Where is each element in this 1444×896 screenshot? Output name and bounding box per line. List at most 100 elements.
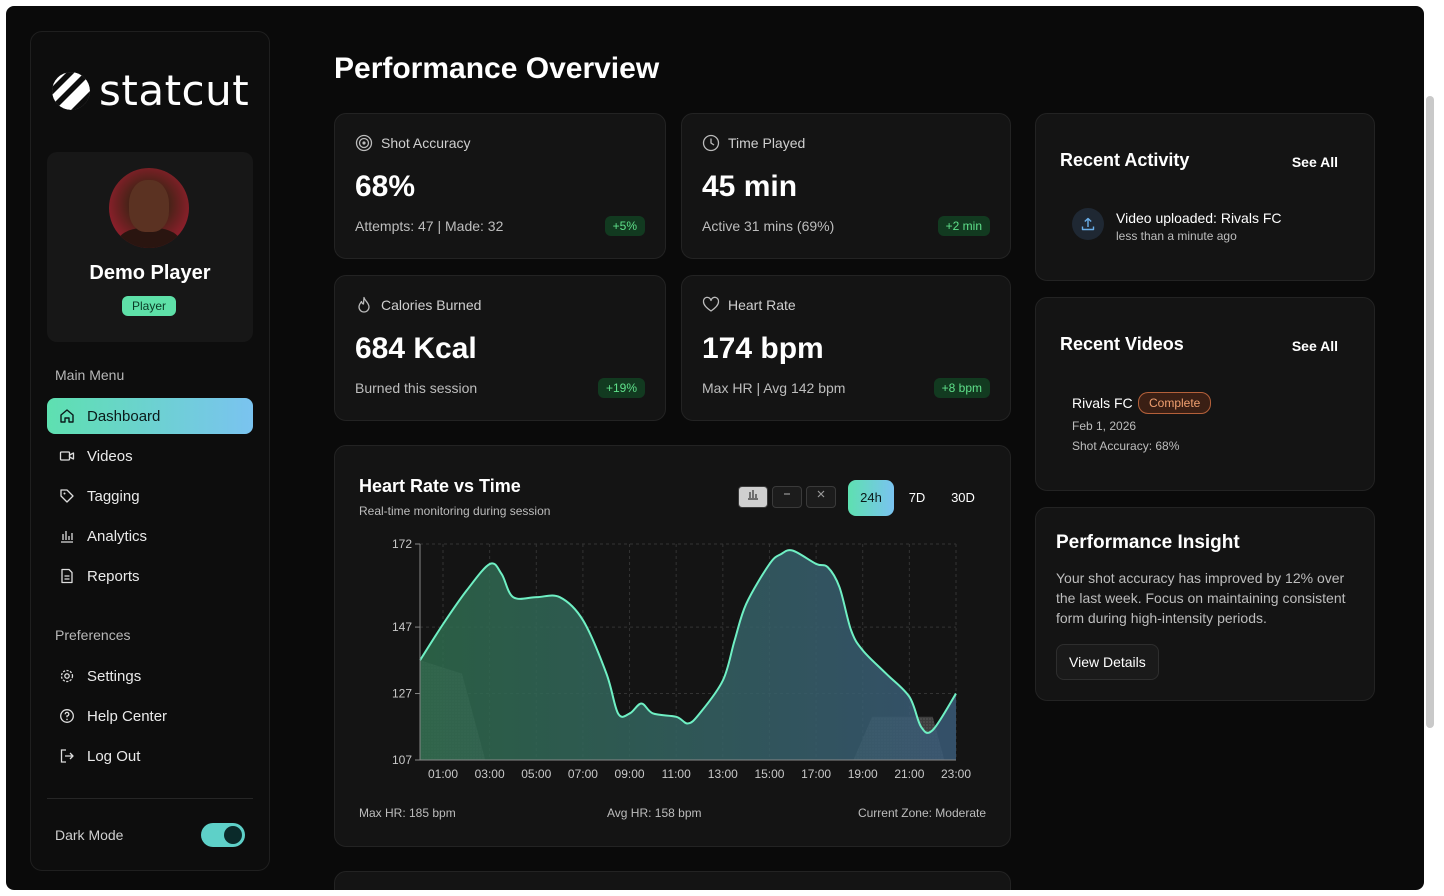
avatar xyxy=(109,168,189,248)
sidebar-item-label: Tagging xyxy=(87,487,140,505)
scrollbar[interactable] xyxy=(1426,96,1434,728)
range-30d-button[interactable]: 30D xyxy=(951,490,975,505)
sidebar-item-dashboard[interactable]: Dashboard xyxy=(47,398,253,434)
stat-change-badge: +8 bpm xyxy=(933,378,990,398)
y-tick-label: 127 xyxy=(392,687,412,701)
gear-icon xyxy=(60,669,74,683)
x-tick-label: 21:00 xyxy=(894,767,924,781)
x-tick-label: 09:00 xyxy=(615,767,645,781)
y-tick-label: 147 xyxy=(392,620,412,634)
recent-videos-card: Recent Videos See All Rivals FC Complete… xyxy=(1035,297,1375,491)
y-tick-label: 172 xyxy=(392,537,412,551)
bar-view-button[interactable] xyxy=(738,486,768,508)
home-icon xyxy=(60,409,74,423)
activity-title[interactable]: Video uploaded: Rivals FC xyxy=(1116,210,1282,226)
chart-title: Heart Rate vs Time xyxy=(359,476,521,496)
video-title[interactable]: Rivals FC xyxy=(1072,395,1133,411)
y-tick-label: 107 xyxy=(392,753,412,767)
stat-card-time-played: Time Played 45 min Active 31 mins (69%) … xyxy=(681,113,1011,259)
stat-value: 684 Kcal xyxy=(355,332,477,365)
stat-label: Shot Accuracy xyxy=(381,135,471,151)
activity-time: less than a minute ago xyxy=(1116,229,1237,243)
insight-title: Performance Insight xyxy=(1056,532,1240,553)
x-tick-label: 17:00 xyxy=(801,767,831,781)
x-tick-label: 01:00 xyxy=(428,767,458,781)
sidebar-divider xyxy=(47,798,253,799)
profile-card: Demo Player Player xyxy=(47,152,253,342)
chart-subtitle: Real-time monitoring during session xyxy=(359,504,551,518)
document-icon xyxy=(61,568,73,584)
video-status-badge: Complete xyxy=(1138,392,1212,414)
sidebar-item-help-center[interactable]: Help Center xyxy=(47,698,253,734)
videos-see-all-link[interactable]: See All xyxy=(1291,338,1338,354)
recent-activity-title: Recent Activity xyxy=(1060,150,1190,170)
sidebar-item-label: Help Center xyxy=(87,707,168,725)
x-tick-label: 23:00 xyxy=(941,767,971,781)
minimize-chart-button[interactable] xyxy=(772,486,802,508)
stat-sub: Burned this session xyxy=(355,380,478,396)
insight-text: Your shot accuracy has improved by 12% o… xyxy=(1056,570,1346,626)
sidebar-item-label: Log Out xyxy=(87,747,141,765)
role-badge: Player xyxy=(122,296,177,316)
heart-icon xyxy=(702,296,720,312)
sidebar-item-label: Analytics xyxy=(87,527,148,545)
sidebar-item-label: Dashboard xyxy=(87,407,161,425)
stat-card-heart-rate: Heart Rate 174 bpm Max HR | Avg 142 bpm … xyxy=(681,275,1011,421)
heart-rate-chart-card: Heart Rate vs Time Real-time monitoring … xyxy=(334,445,1011,847)
x-tick-label: 07:00 xyxy=(568,767,598,781)
stat-sub: Active 31 mins (69%) xyxy=(702,218,835,234)
sidebar-item-videos[interactable]: Videos xyxy=(47,438,253,474)
sidebar: statcut Demo Player Player Main Menu Das… xyxy=(30,31,270,871)
video-date: Feb 1, 2026 xyxy=(1072,419,1137,433)
sidebar-item-label: Reports xyxy=(87,567,140,585)
dark-mode-label: Dark Mode xyxy=(55,827,124,843)
performance-insight-card: Performance Insight Your shot accuracy h… xyxy=(1035,507,1375,701)
x-tick-label: 13:00 xyxy=(708,767,738,781)
video-accuracy: Shot Accuracy: 68% xyxy=(1072,439,1180,453)
activity-see-all-link[interactable]: See All xyxy=(1291,154,1338,170)
heart-rate-chart: 01:00 03:00 05:00 07:00 09:00 11:00 13:00 15:00… xyxy=(392,537,971,781)
upload-icon xyxy=(1081,217,1095,231)
x-tick-label: 11:00 xyxy=(662,767,691,781)
range-24h-button[interactable]: 24h xyxy=(848,480,894,516)
stat-change-badge: +5% xyxy=(604,216,645,236)
range-7d-button[interactable]: 7D xyxy=(908,490,926,505)
recent-activity-card: Recent Activity See All Video uploaded: … xyxy=(1035,113,1375,281)
view-details-button[interactable]: View Details xyxy=(1056,644,1159,680)
stat-label: Heart Rate xyxy=(728,297,796,313)
stat-change-badge: +19% xyxy=(597,378,645,398)
dark-mode-toggle[interactable] xyxy=(201,823,245,847)
app-window: statcut Demo Player Player Main Menu Das… xyxy=(6,6,1424,890)
x-tick-label: 15:00 xyxy=(754,767,784,781)
sidebar-item-log-out[interactable]: Log Out xyxy=(47,738,253,774)
stat-sub: Attempts: 47 | Made: 32 xyxy=(355,218,504,234)
stat-value: 174 bpm xyxy=(702,332,824,365)
preferences-label: Preferences xyxy=(55,627,131,643)
sidebar-item-label: Settings xyxy=(87,667,142,685)
stat-card-calories: Calories Burned 684 Kcal Burned this ses… xyxy=(334,275,666,421)
stat-label: Calories Burned xyxy=(381,297,482,313)
logout-icon xyxy=(60,749,74,763)
target-icon xyxy=(355,134,373,152)
tag-icon xyxy=(60,489,74,503)
heart-rate-line xyxy=(419,549,957,734)
sidebar-item-analytics[interactable]: Analytics xyxy=(47,518,253,554)
close-chart-button[interactable] xyxy=(806,486,836,508)
stat-change-badge: +2 min xyxy=(937,216,990,236)
x-tick-label: 19:00 xyxy=(848,767,878,781)
bar-chart-icon xyxy=(748,490,758,500)
close-icon xyxy=(817,490,825,498)
video-icon xyxy=(59,451,75,461)
sidebar-item-tagging[interactable]: Tagging xyxy=(47,478,253,514)
statcut-logo-icon xyxy=(52,71,90,110)
stat-value: 68% xyxy=(355,170,416,203)
logo[interactable]: statcut xyxy=(51,66,249,115)
stat-sub: Max HR | Avg 142 bpm xyxy=(702,380,846,396)
sidebar-item-settings[interactable]: Settings xyxy=(47,658,253,694)
heart-rate-area xyxy=(420,550,956,760)
stat-card-shot-accuracy: Shot Accuracy 68% Attempts: 47 | Made: 3… xyxy=(334,113,666,259)
next-card xyxy=(334,871,1011,890)
help-circle-icon xyxy=(60,709,74,723)
sidebar-item-reports[interactable]: Reports xyxy=(47,558,253,594)
stat-label: Time Played xyxy=(728,135,806,151)
